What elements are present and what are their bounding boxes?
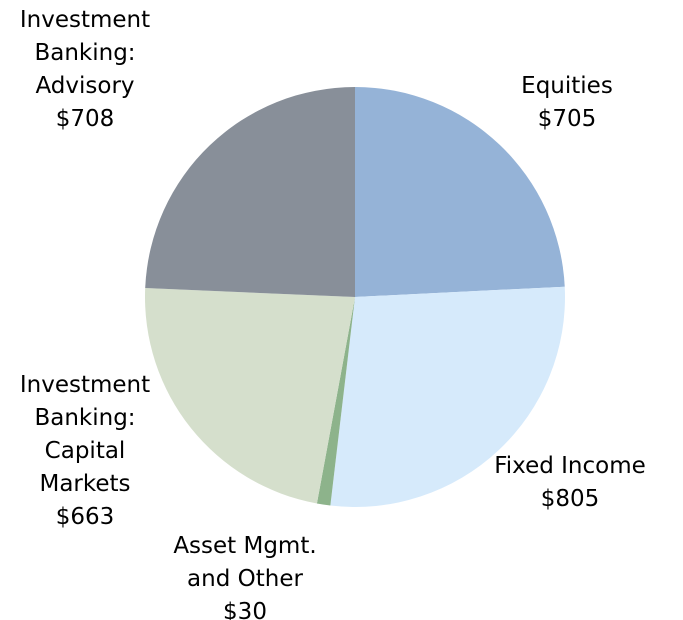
value-label: $663 [55,504,115,530]
slice-label: Equities $705 [492,70,642,136]
category-label: Fixed Income [494,453,646,479]
pie-slice [355,87,565,297]
slice-label: Investment Banking: Capital Markets $663 [10,369,160,534]
pie-slice [145,87,355,297]
category-label: Asset Mgmt. and Other [173,533,317,592]
category-label: Investment Banking: Capital Markets [19,372,151,497]
pie-slice [316,297,355,506]
value-label: $805 [540,486,600,512]
value-label: $705 [537,106,597,132]
slice-label: Investment Banking: Advisory $708 [10,4,160,136]
slice-label: Fixed Income $805 [465,450,675,516]
value-label: $30 [223,599,267,620]
category-label: Investment Banking: Advisory [19,7,151,99]
pie-slice [144,288,355,504]
slice-label: Asset Mgmt. and Other $30 [160,530,330,620]
category-label: Equities [521,73,613,99]
pie-slice [330,286,566,507]
value-label: $708 [55,106,115,132]
